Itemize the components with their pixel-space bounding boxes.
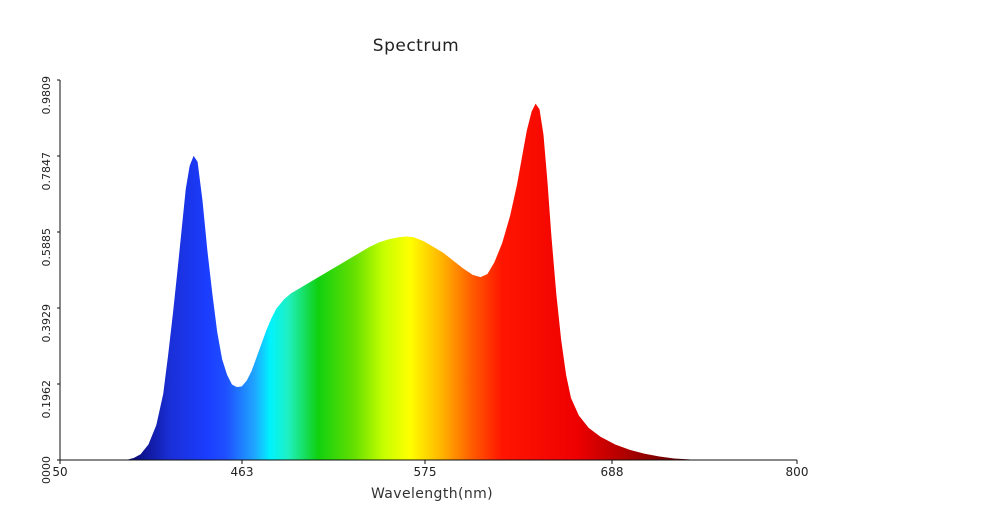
chart-title: Spectrum bbox=[373, 36, 459, 56]
x-ticks: 50 463 575 688 800 bbox=[52, 460, 808, 479]
y-tick-label: 0.1962 bbox=[40, 380, 53, 419]
x-tick-label: 800 bbox=[786, 465, 809, 479]
y-tick-label: 0.9809 bbox=[40, 76, 53, 115]
spectrum-area bbox=[125, 103, 699, 460]
y-tick-label: 0.5885 bbox=[40, 228, 53, 267]
x-tick-label: 463 bbox=[231, 465, 254, 479]
x-tick-label: 50 bbox=[52, 465, 67, 479]
y-ticks: 0000 0.1962 0.3929 0.5885 0.7847 0.9809 bbox=[40, 76, 60, 484]
x-tick-label: 688 bbox=[601, 465, 624, 479]
y-tick-label: 0.3929 bbox=[40, 304, 53, 343]
x-axis-label: Wavelength(nm) bbox=[371, 486, 493, 502]
x-tick-label: 575 bbox=[414, 465, 437, 479]
y-tick-label: 0.7847 bbox=[40, 152, 53, 191]
y-tick-label: 0000 bbox=[40, 456, 53, 484]
axes bbox=[59, 80, 797, 461]
